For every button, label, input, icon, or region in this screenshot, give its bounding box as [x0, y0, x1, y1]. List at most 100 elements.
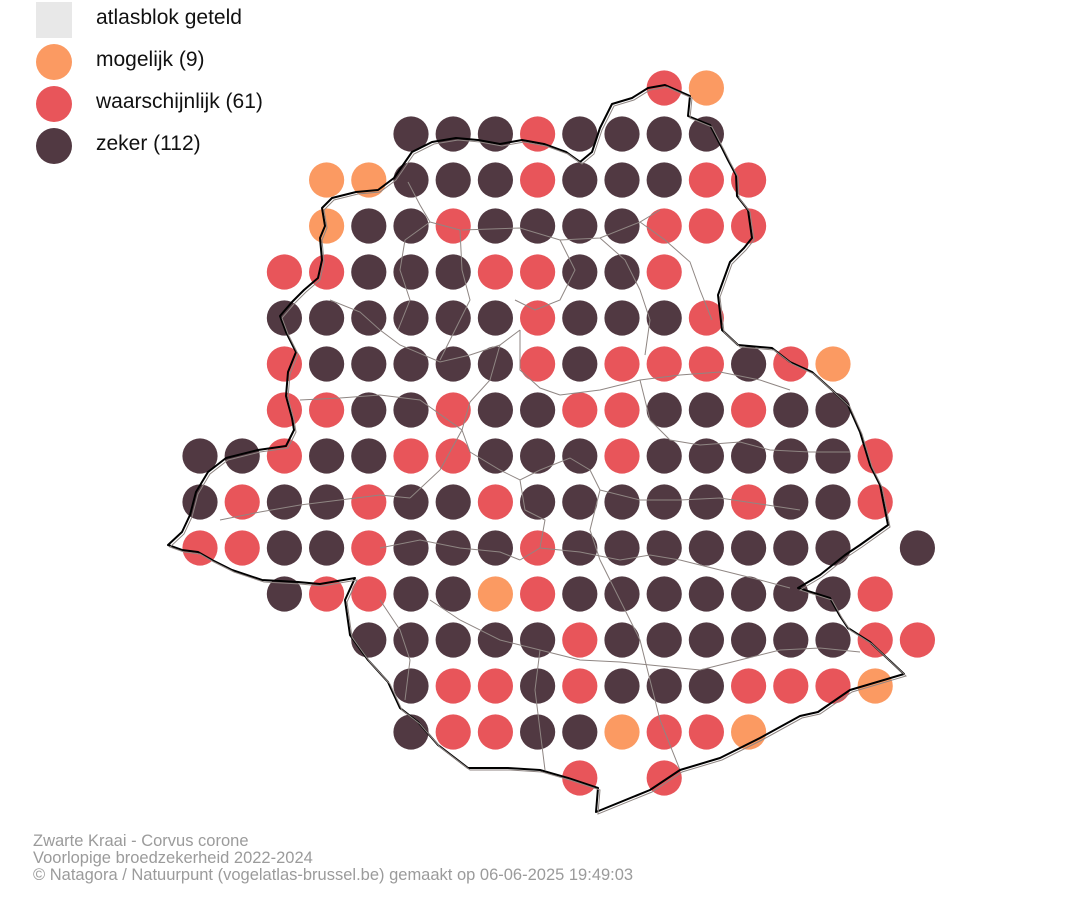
atlas-block-certain: [646, 530, 682, 566]
atlas-block-probable: [266, 392, 302, 428]
atlas-block-certain: [477, 438, 513, 474]
atlas-block-probable: [857, 622, 893, 658]
atlas-block-certain: [477, 346, 513, 382]
atlas-block-certain: [562, 254, 598, 290]
atlas-block-certain: [562, 530, 598, 566]
atlas-block-certain: [815, 622, 851, 658]
atlas-block-probable: [857, 576, 893, 612]
atlas-block-certain: [604, 116, 640, 152]
atlas-block-certain: [646, 162, 682, 198]
atlas-block-probable: [899, 622, 936, 658]
atlas-block-certain: [562, 576, 598, 612]
atlas-block-probable: [731, 208, 767, 244]
atlas-block-possible: [857, 668, 893, 704]
atlas-block-certain: [773, 576, 809, 612]
caption-subtitle: Voorlopige broedzekerheid 2022-2024: [33, 849, 313, 867]
municipality-border-6: [329, 299, 521, 363]
atlas-block-certain: [731, 438, 767, 474]
atlas-block-certain: [604, 530, 640, 566]
atlas-block-probable: [688, 346, 725, 382]
legend-item-possible: mogelijk (9): [36, 42, 356, 82]
atlas-block-certain: [688, 668, 725, 704]
atlas-block-possible: [731, 714, 767, 750]
caption-credit: © Natagora / Natuurpunt (vogelatlas-brus…: [33, 866, 634, 884]
atlas-block-certain: [773, 484, 809, 520]
atlas-block-certain: [351, 622, 387, 658]
atlas-block-probable: [477, 668, 513, 704]
atlas-block-certain: [435, 576, 471, 612]
atlas-block-possible: [815, 346, 851, 382]
atlas-block-certain: [393, 254, 429, 290]
atlas-block-probable: [562, 668, 598, 704]
atlas-block-certain: [393, 116, 429, 152]
atlas-block-certain: [393, 668, 429, 704]
municipality-border-9: [299, 394, 463, 431]
atlas-block-probable: [477, 484, 513, 520]
atlas-block-certain: [731, 346, 767, 382]
atlas-block-certain: [520, 622, 556, 658]
atlas-block-probable: [604, 392, 640, 428]
atlas-block-certain: [520, 484, 556, 520]
municipality-border-12: [469, 451, 601, 491]
atlas-block-certain: [393, 208, 429, 244]
atlas-block-certain: [688, 576, 725, 612]
municipality-border-2: [461, 209, 661, 241]
atlas-block-certain: [351, 392, 387, 428]
atlas-block-certain: [688, 530, 725, 566]
atlas-block-certain: [393, 162, 429, 198]
atlas-block-certain: [604, 208, 640, 244]
atlas-block-certain: [604, 668, 640, 704]
atlas-block-possible: [477, 576, 513, 612]
atlas-block-certain: [646, 116, 682, 152]
atlas-block-probable: [520, 346, 556, 382]
atlas-block-certain: [646, 622, 682, 658]
atlas-block-certain: [562, 162, 598, 198]
atlas-block-probable: [435, 392, 471, 428]
atlas-block-certain: [182, 484, 218, 520]
atlas-block-certain: [266, 530, 302, 566]
atlas-block-probable: [688, 714, 725, 750]
atlas-block-certain: [604, 622, 640, 658]
municipality-border-13: [519, 479, 546, 561]
municipality-border-1: [429, 221, 471, 361]
atlas-block-possible: [309, 162, 345, 198]
atlas-block-certain: [688, 438, 725, 474]
atlas-block-possible: [351, 162, 387, 198]
atlas-block-certain: [477, 162, 513, 198]
atlas-block-certain: [773, 530, 809, 566]
atlas-block-probable: [477, 714, 513, 750]
atlas-block-certain: [562, 116, 598, 152]
atlas-block-probable: [351, 530, 387, 566]
atlas-block-probable: [520, 300, 556, 336]
atlas-block-probable: [520, 254, 556, 290]
municipality-border-5: [639, 221, 713, 321]
atlas-block-probable: [182, 530, 218, 566]
atlas-block-probable: [435, 668, 471, 704]
atlas-block-certain: [731, 530, 767, 566]
atlas-block-probable: [688, 300, 725, 336]
atlas-block-certain: [688, 116, 725, 152]
atlas-block-certain: [477, 530, 513, 566]
atlas-block-certain: [773, 392, 809, 428]
atlas-block-certain: [266, 576, 302, 612]
legend-item-counted: atlasblok geteld: [36, 0, 356, 40]
caption-species: Zwarte Kraai - Corvus corone: [33, 832, 249, 850]
atlas-block-probable: [646, 714, 682, 750]
atlas-block-probable: [435, 208, 471, 244]
atlas-block-certain: [351, 300, 387, 336]
atlas-block-probable: [688, 208, 725, 244]
region-border: [167, 84, 907, 815]
legend-label-certain: zeker (112): [96, 132, 201, 155]
atlas-block-certain: [773, 438, 809, 474]
atlas-block-certain: [815, 438, 851, 474]
legend-label-possible: mogelijk (9): [96, 48, 205, 71]
atlas-block-certain: [604, 484, 640, 520]
atlas-block-probable: [688, 162, 725, 198]
atlas-block-certain: [604, 300, 640, 336]
atlas-block-certain: [393, 576, 429, 612]
atlas-block-probable: [435, 714, 471, 750]
atlas-block-probable: [309, 392, 345, 428]
atlas-block-probable: [773, 668, 809, 704]
atlas-block-probable: [773, 346, 809, 382]
legend-swatch-certain: [36, 128, 72, 164]
